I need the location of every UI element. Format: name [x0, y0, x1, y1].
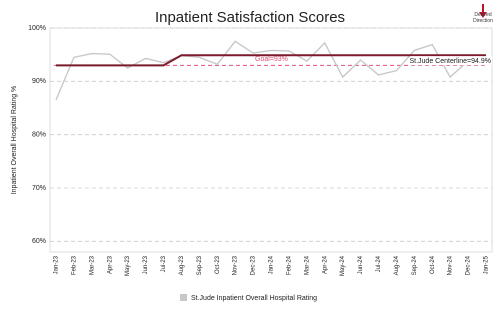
- x-tick-label: Jun-23: [143, 255, 149, 274]
- x-tick-label: Nov-23: [233, 255, 239, 275]
- centerline: [56, 54, 486, 67]
- x-tick-label: Mar-23: [89, 255, 95, 275]
- x-tick-label: May-23: [125, 255, 131, 276]
- y-axis-label: Inpatient Overall Hospital Rating %: [11, 86, 18, 195]
- x-tick-label: Apr-24: [322, 255, 328, 274]
- x-tick-label: Oct-24: [430, 255, 436, 274]
- x-tick-label: Nov-24: [448, 255, 454, 275]
- x-tick-label: Dec-23: [251, 255, 257, 275]
- y-tick-label: 100%: [28, 25, 46, 32]
- x-tick-label: Jan-23: [54, 255, 60, 274]
- goal-label: Goal=93%: [255, 56, 288, 63]
- x-tick-label: Mar-24: [304, 255, 310, 275]
- x-tick-label: Jan-25: [484, 255, 490, 274]
- centerline-label: St.Jude Centerline=94.9%: [409, 58, 491, 65]
- y-tick-label: 60%: [32, 238, 46, 245]
- x-tick-label: Feb-23: [71, 255, 77, 275]
- chart-title: Inpatient Satisfaction Scores: [155, 9, 345, 26]
- legend-swatch: [180, 294, 187, 301]
- direction-arrow: [479, 4, 487, 18]
- x-tick-label: Feb-24: [286, 255, 292, 275]
- x-tick-label: Sep-24: [412, 255, 418, 275]
- x-tick-label: Aug-24: [394, 255, 400, 275]
- y-tick-label: 80%: [32, 132, 46, 139]
- legend-label: St.Jude Inpatient Overall Hospital Ratin…: [191, 295, 317, 302]
- x-tick-label: Jan-24: [269, 255, 275, 274]
- desired-direction: Desired Direction: [473, 12, 493, 24]
- x-tick-label: Dec-24: [466, 255, 472, 275]
- centerline-label-bg: [410, 56, 492, 66]
- rating-line: [55, 40, 487, 101]
- y-tick-label: 70%: [32, 185, 46, 192]
- x-tick-label: May-24: [340, 255, 346, 276]
- x-tick-label: Jun-24: [358, 255, 364, 274]
- x-tick-label: Apr-23: [107, 255, 113, 274]
- x-tick-label: Oct-23: [215, 255, 221, 274]
- x-tick-label: Jul-24: [376, 255, 382, 272]
- x-tick-label: Aug-23: [179, 255, 185, 275]
- x-tick-label: Sep-23: [197, 255, 203, 275]
- y-tick-label: 90%: [32, 78, 46, 85]
- x-tick-label: Jul-23: [161, 255, 167, 272]
